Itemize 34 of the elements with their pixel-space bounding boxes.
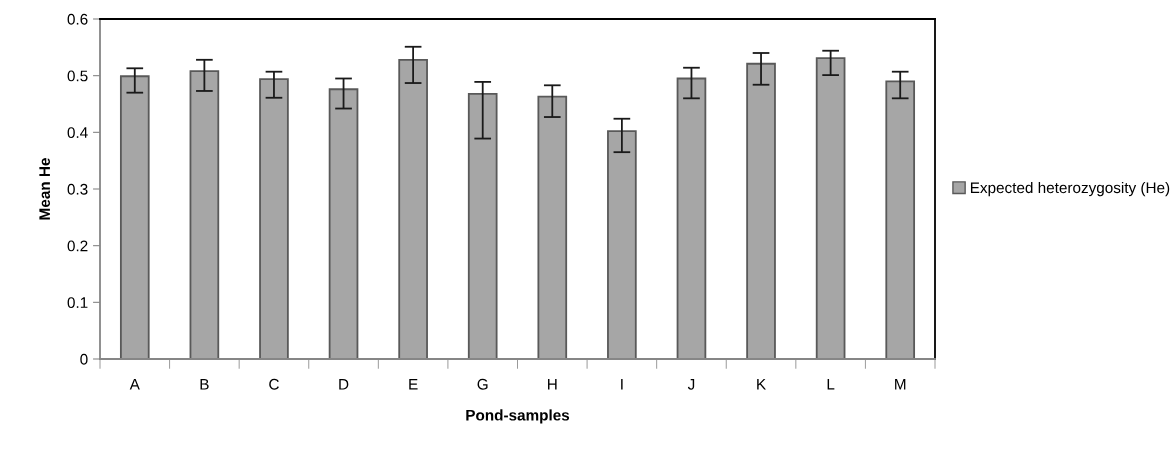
x-tick-label: I: [621, 379, 623, 390]
x-tick-label: B: [200, 379, 209, 390]
x-tick-label: C: [269, 378, 279, 390]
x-tick-label: M: [895, 379, 906, 390]
y-tick-label: 0: [80, 353, 88, 365]
bar: [537, 95, 568, 359]
x-tick-label: H: [548, 379, 557, 390]
y-tick-label: 0.4: [67, 127, 88, 139]
bar: [746, 62, 776, 359]
bar: [815, 57, 846, 359]
y-tick-label: 0.5: [67, 70, 88, 82]
y-tick-label: 0.1: [67, 297, 88, 309]
y-axis-title: Mean He: [39, 158, 51, 220]
x-tick-label: E: [409, 379, 418, 390]
bar: [189, 70, 220, 359]
x-tick-label: J: [687, 379, 695, 390]
bar: [328, 88, 359, 359]
y-tick-label: 0.6: [67, 13, 88, 25]
bar: [119, 75, 150, 359]
x-tick-label: G: [477, 378, 488, 390]
bar: [885, 80, 916, 359]
bar: [467, 92, 498, 359]
bar: [676, 77, 707, 359]
x-tick-label: A: [129, 379, 140, 390]
bar: [259, 78, 289, 359]
bar: [398, 58, 428, 359]
legend-label: Expected heterozygosity (He): [970, 181, 1170, 197]
bar: [607, 130, 637, 359]
x-tick-label: L: [827, 379, 835, 390]
x-tick-label: K: [757, 379, 766, 390]
y-tick-label: 0.3: [67, 183, 88, 195]
y-tick-label: 0.2: [67, 240, 88, 252]
x-tick-label: D: [339, 379, 349, 390]
x-axis-title: Pond-samples: [466, 409, 570, 424]
